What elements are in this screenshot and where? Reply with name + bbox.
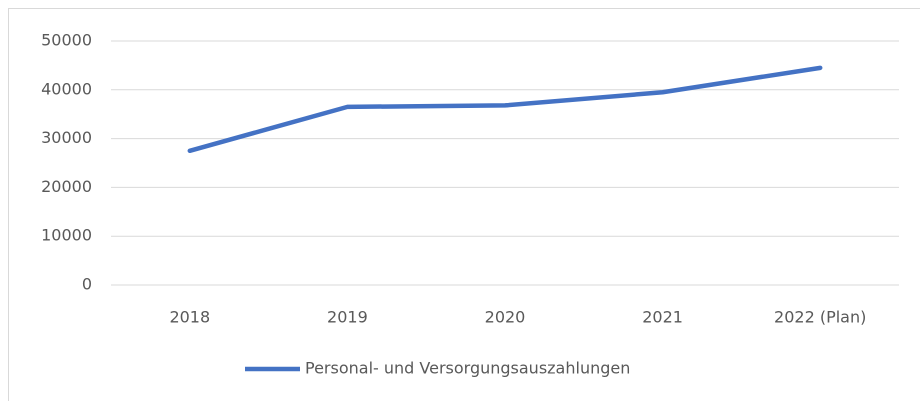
y-tick-label: 50000 — [41, 31, 92, 50]
x-tick-label: 2019 — [327, 308, 368, 327]
y-tick-label: 0 — [82, 275, 92, 294]
y-tick-label: 20000 — [41, 177, 92, 196]
series-line — [187, 65, 823, 154]
chart-frame — [8, 8, 920, 401]
y-tick-label: 10000 — [41, 226, 92, 245]
x-tick-label: 2022 (Plan) — [774, 308, 866, 327]
x-tick-label: 2020 — [485, 308, 526, 327]
legend-label: Personal- und Versorgungsauszahlungen — [305, 359, 630, 378]
x-tick-label: 2021 — [642, 308, 683, 327]
x-tick-label: 2018 — [169, 308, 210, 327]
y-tick-label: 40000 — [41, 79, 92, 98]
y-tick-label: 30000 — [41, 128, 92, 147]
